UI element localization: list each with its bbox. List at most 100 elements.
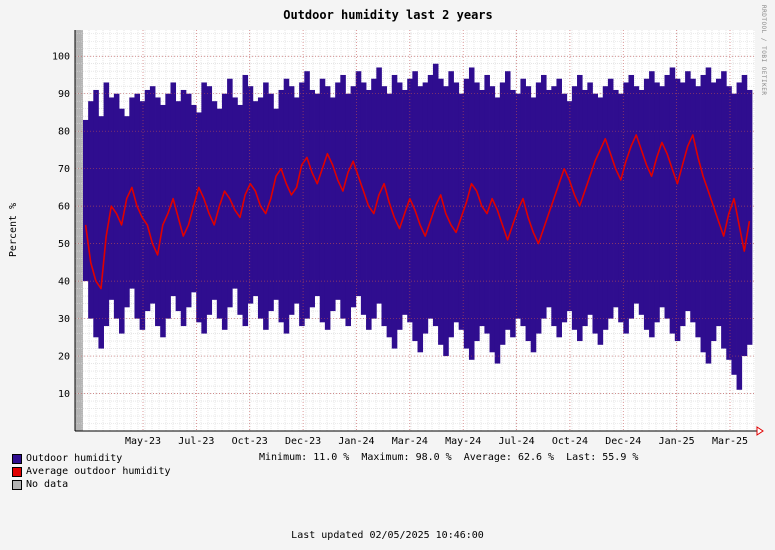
humidity-bar	[443, 86, 449, 357]
humidity-bar	[546, 89, 552, 308]
humidity-bar	[587, 82, 593, 315]
humidity-bar	[721, 71, 727, 349]
x-tick-label: Dec-23	[285, 436, 321, 447]
humidity-bar	[257, 97, 264, 319]
y-tick-label: 10	[58, 389, 70, 400]
humidity-bar	[386, 93, 393, 338]
humidity-bar	[129, 97, 135, 289]
humidity-bar	[227, 78, 233, 308]
humidity-bar	[628, 74, 635, 319]
humidity-bar	[304, 71, 310, 319]
humidity-bar	[345, 93, 351, 327]
humidity-bar	[139, 101, 146, 330]
humidity-bar	[273, 108, 279, 300]
stat-min-label: Minimum:	[259, 452, 308, 463]
legend-label-nodata: No data	[26, 479, 69, 490]
humidity-bar	[237, 104, 243, 315]
humidity-bar	[324, 86, 331, 330]
legend: Outdoor humidity Average outdoor humidit…	[12, 452, 171, 491]
humidity-bar	[463, 78, 470, 349]
humidity-bar	[124, 116, 130, 308]
humidity-bar	[360, 82, 367, 315]
humidity-bar	[340, 74, 346, 319]
humidity-bar	[504, 71, 511, 330]
humidity-bar	[494, 97, 501, 364]
humidity-bar	[335, 82, 341, 300]
humidity-bar	[211, 101, 218, 300]
x-tick-label: Mar-25	[712, 436, 748, 447]
humidity-bar	[422, 82, 429, 334]
x-tick-label: Jan-25	[659, 436, 695, 447]
humidity-bar	[525, 86, 532, 342]
humidity-bar	[602, 86, 609, 330]
humidity-bar	[98, 116, 104, 349]
humidity-bar	[510, 89, 516, 338]
humidity-bar	[710, 82, 717, 342]
humidity-bar	[468, 67, 475, 360]
humidity-bar	[438, 78, 444, 345]
humidity-bar	[170, 82, 177, 297]
legend-item-average: Average outdoor humidity	[12, 465, 171, 478]
humidity-bar	[103, 82, 110, 327]
x-tick-label: Jul-23	[178, 436, 214, 447]
humidity-bar	[185, 93, 192, 308]
humidity-bar	[201, 82, 207, 334]
humidity-bar	[592, 93, 599, 334]
humidity-bar	[319, 78, 326, 323]
humidity-bar	[679, 82, 686, 327]
y-tick-label: 100	[52, 52, 70, 63]
humidity-bar	[113, 93, 120, 319]
humidity-bar	[489, 86, 496, 353]
humidity-bar	[355, 71, 362, 297]
humidity-bar	[746, 89, 753, 345]
humidity-bar	[669, 67, 676, 334]
humidity-bar	[149, 86, 156, 304]
stat-avg-value: 62.6 %	[517, 452, 555, 463]
humidity-bar	[288, 86, 295, 315]
humidity-bar	[597, 97, 604, 345]
humidity-bar	[432, 63, 439, 327]
humidity-bar	[571, 86, 578, 330]
humidity-bar	[88, 101, 94, 319]
humidity-bar	[623, 82, 629, 334]
x-tick-label: Oct-23	[232, 436, 268, 447]
humidity-bar	[479, 89, 485, 327]
y-axis-label: Percent %	[8, 203, 19, 257]
stat-avg-label: Average:	[463, 452, 512, 463]
humidity-bar	[412, 71, 418, 342]
humidity-bar	[643, 78, 650, 330]
x-tick-label: Jul-24	[498, 436, 534, 447]
humidity-bar	[232, 97, 238, 289]
humidity-bar	[314, 93, 321, 297]
humidity-bar	[366, 89, 372, 330]
humidity-bar	[633, 86, 640, 304]
watermark: RRDTOOL / TOBI OETIKER	[760, 5, 767, 96]
humidity-bar	[417, 86, 424, 353]
stat-last-value: 55.9 %	[602, 452, 639, 463]
x-axis-arrow	[756, 426, 764, 436]
humidity-bar	[700, 74, 707, 353]
x-tick-label: Jan-24	[338, 436, 374, 447]
x-tick-label: Oct-24	[552, 436, 588, 447]
y-tick-label: 80	[58, 127, 70, 138]
legend-label-humidity: Outdoor humidity	[26, 453, 123, 464]
humidity-bar	[638, 89, 645, 315]
humidity-bar	[577, 74, 583, 342]
humidity-bar	[685, 71, 691, 312]
humidity-bar	[160, 104, 166, 338]
humidity-bar	[309, 89, 315, 308]
humidity-bar	[376, 67, 382, 304]
humidity-bar	[144, 89, 151, 312]
humidity-bar	[191, 104, 197, 293]
y-tick-label: 70	[58, 164, 70, 175]
humidity-bar	[252, 101, 259, 297]
humidity-bar	[453, 82, 460, 323]
humidity-bar	[108, 97, 115, 300]
humidity-bar	[566, 101, 573, 312]
x-tick-label: May-23	[125, 436, 161, 447]
humidity-bar	[484, 74, 490, 334]
humidity-bar	[556, 78, 562, 338]
humidity-bar	[618, 93, 624, 323]
stat-last-label: Last:	[566, 452, 597, 463]
